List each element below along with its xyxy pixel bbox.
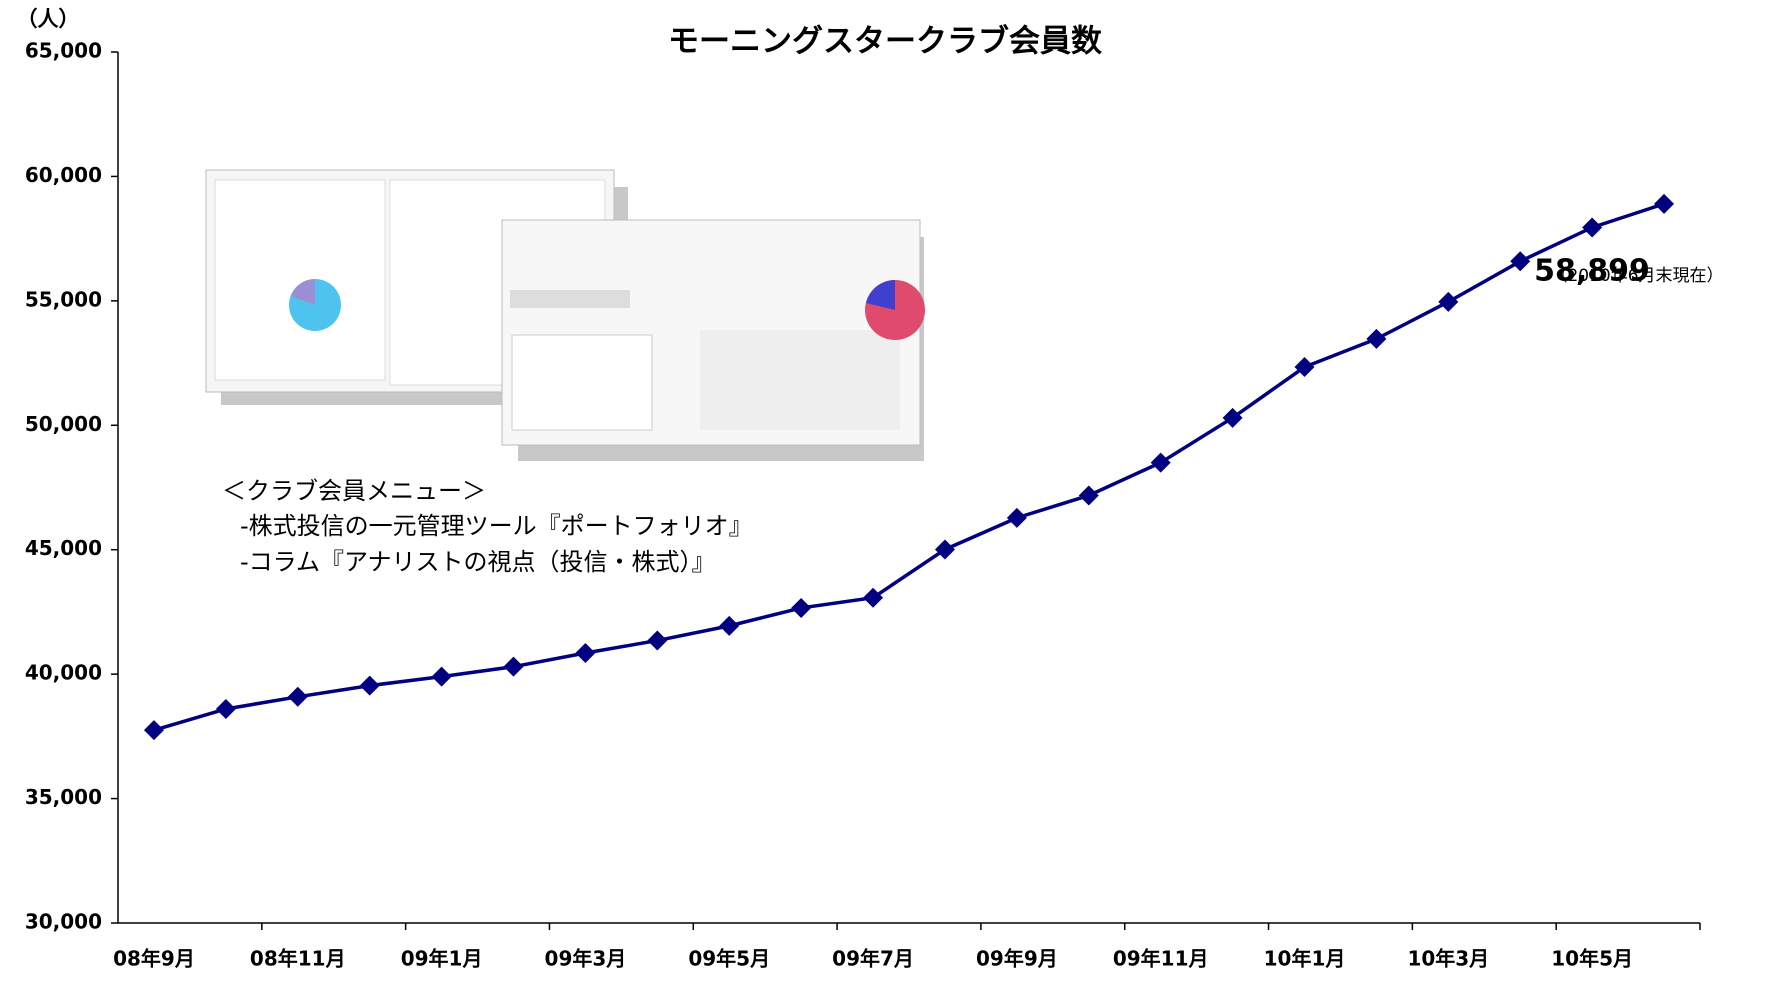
y-tick-label: 55,000 [25, 287, 102, 311]
data-point [791, 597, 812, 618]
data-point [1654, 193, 1675, 214]
y-tick-label: 35,000 [25, 785, 102, 809]
data-point [1582, 217, 1603, 238]
data-point [719, 615, 740, 636]
data-point [1510, 251, 1531, 272]
y-unit: （人） [17, 7, 80, 31]
annotation: -コラム『アナリストの視点（投信・株式）』 [240, 548, 715, 576]
x-tick-label: 09年5月 [688, 947, 770, 971]
data-point [1078, 485, 1099, 506]
data-point [503, 656, 524, 677]
data-point [431, 666, 452, 687]
data-point [1438, 291, 1459, 312]
x-tick-label: 09年3月 [545, 947, 627, 971]
y-tick-label: 50,000 [25, 412, 102, 436]
x-tick-label: 08年11月 [250, 947, 346, 971]
data-point [647, 630, 668, 651]
data-label: 58,899 [1534, 253, 1650, 288]
data-point [934, 539, 955, 560]
x-tick-label: 10年5月 [1551, 947, 1633, 971]
x-tick-label: 08年9月 [113, 947, 195, 971]
data-point [143, 720, 164, 741]
data-point [863, 587, 884, 608]
y-tick-label: 40,000 [25, 661, 102, 685]
x-tick-label: 09年7月 [832, 947, 914, 971]
data-point [215, 698, 236, 719]
annotation: （2010年6月末現在） [1550, 266, 1723, 286]
annotation: -株式投信の一元管理ツール『ポートフォリオ』 [240, 512, 753, 540]
annotation: ＜クラブ会員メニュー＞ [222, 477, 486, 505]
data-point [1006, 507, 1027, 528]
x-tick-label: 09年11月 [1113, 947, 1209, 971]
y-tick-label: 45,000 [25, 536, 102, 560]
y-tick-label: 60,000 [25, 163, 102, 187]
data-point [287, 686, 308, 707]
series-line [153, 202, 1665, 732]
data-point [1150, 452, 1171, 473]
x-tick-label: 10年3月 [1407, 947, 1489, 971]
x-tick-label: 09年1月 [401, 947, 483, 971]
screenshot-images [205, 169, 925, 461]
y-tick-label: 30,000 [25, 910, 102, 934]
x-tick-label: 10年1月 [1264, 947, 1346, 971]
data-point [1294, 357, 1315, 378]
data-point [1366, 328, 1387, 349]
y-tick-label: 65,000 [25, 39, 102, 63]
data-point [359, 675, 380, 696]
data-point [575, 642, 596, 663]
x-tick-label: 09年9月 [976, 947, 1058, 971]
data-point [1222, 407, 1243, 428]
chart-title: モーニングスタークラブ会員数 [668, 24, 1102, 60]
